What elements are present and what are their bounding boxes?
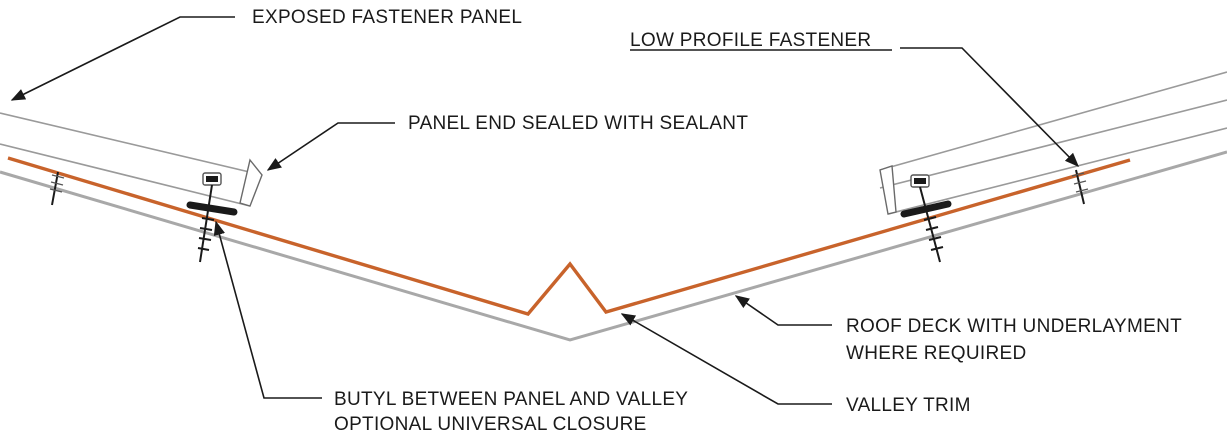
left-fastener-icon: [186, 172, 238, 263]
left-panel-end: [239, 158, 263, 207]
leader-low-profile-fastener: [900, 47, 1080, 168]
right-fastener-icon: [900, 174, 952, 263]
right-panel-top-line-outer: [879, 71, 1227, 171]
left-panel-bottom-line: [0, 143, 251, 207]
label-butyl-line2: OPTIONAL UNIVERSAL CLOSURE: [334, 414, 647, 435]
label-roof-deck-line2: WHERE REQUIRED: [846, 343, 1027, 364]
leader-valley-trim: [620, 313, 832, 405]
leader-panel-end-sealed: [266, 122, 395, 171]
right-panel-end: [879, 165, 897, 215]
right-panel-top-line-inner: [879, 99, 1227, 189]
label-valley-trim: VALLEY TRIM: [846, 395, 971, 416]
label-exposed-fastener-panel: EXPOSED FASTENER PANEL: [252, 7, 522, 28]
right-panel-bottom-line: [887, 127, 1227, 215]
left-low-profile-fastener-icon: [49, 171, 65, 206]
label-roof-deck-line1: ROOF DECK WITH UNDERLAYMENT: [846, 316, 1182, 337]
valley-trim-line: [7, 156, 1131, 316]
label-panel-end-sealed: PANEL END SEALED WITH SEALANT: [408, 113, 748, 134]
label-butyl-line1: BUTYL BETWEEN PANEL AND VALLEY: [334, 389, 688, 410]
leader-roof-deck: [734, 295, 832, 326]
leader-exposed-fastener-panel: [10, 16, 235, 101]
left-roof-slope: [0, 112, 263, 207]
right-low-profile-fastener-icon: [1071, 169, 1089, 205]
right-roof-slope: [879, 71, 1227, 215]
label-low-profile-fastener: LOW PROFILE FASTENER: [630, 30, 871, 51]
roof-deck-line: [0, 150, 1227, 342]
left-panel-top-line: [0, 112, 263, 176]
leader-butyl: [213, 220, 322, 399]
